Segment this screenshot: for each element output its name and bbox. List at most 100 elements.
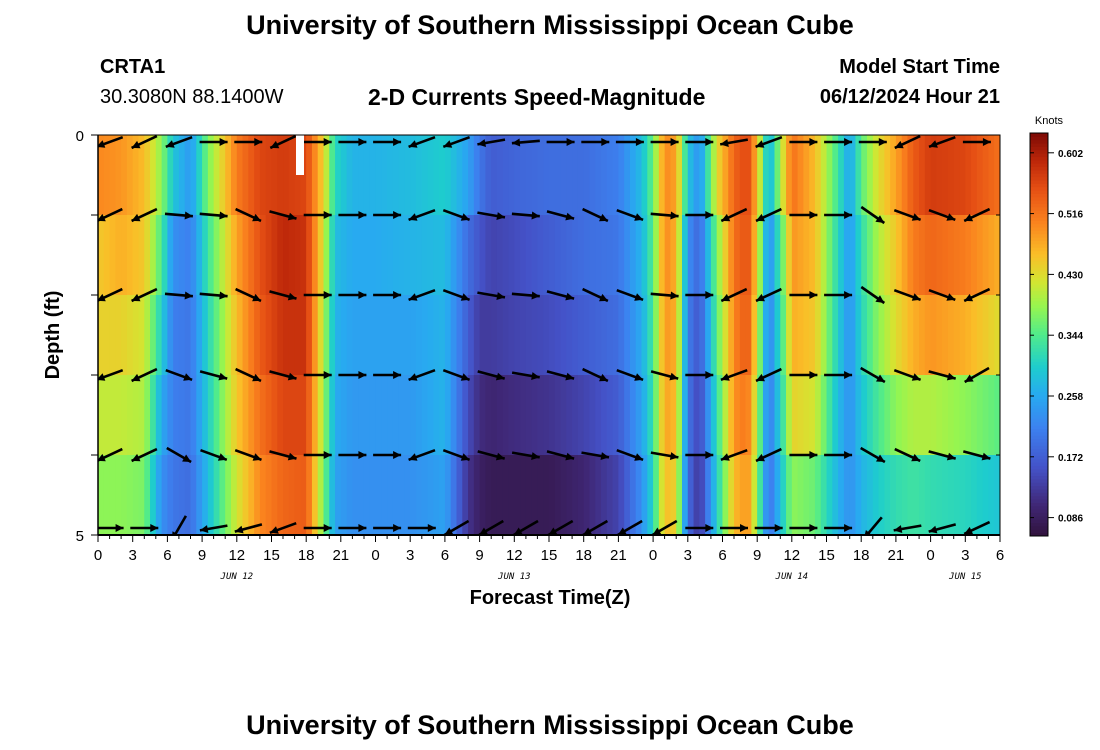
x-tick-label: 15 (541, 547, 558, 564)
heatmap-cell (751, 295, 758, 376)
heatmap-cell (965, 375, 972, 456)
heatmap-cell (485, 295, 492, 376)
heatmap-cell (976, 135, 984, 216)
current-arrow (789, 138, 818, 146)
heatmap-cell (375, 135, 382, 216)
heatmap-cell (450, 215, 458, 296)
heatmap-cell (919, 375, 926, 456)
heatmap-cell (976, 375, 984, 456)
heatmap-cell (681, 215, 689, 296)
heatmap-cell (427, 375, 434, 456)
current-arrow (651, 519, 678, 535)
current-arrow (199, 291, 228, 300)
heatmap-cell (173, 295, 180, 376)
heatmap-cell (514, 215, 521, 296)
heatmap-cell (392, 295, 400, 376)
current-arrow (511, 138, 540, 147)
heatmap-cell (606, 375, 614, 456)
heatmap-cell (942, 135, 949, 216)
heatmap-cell (496, 135, 504, 216)
heatmap-cell (838, 135, 845, 216)
heatmap-cell (595, 455, 602, 535)
heatmap-cell (699, 135, 706, 216)
heatmap-cell (589, 295, 596, 376)
heatmap-cell (971, 375, 978, 456)
model-start-value: 06/12/2024 Hour 21 (819, 86, 1000, 108)
heatmap-cell (572, 295, 579, 376)
heatmap-cell (994, 295, 1000, 376)
heatmap-cell (895, 295, 903, 376)
x-tick-label: 21 (610, 547, 627, 564)
heatmap-cell (861, 455, 868, 535)
heatmap-cell (809, 135, 816, 216)
heatmap-cell (664, 215, 672, 296)
heatmap-cell (254, 295, 261, 376)
station-name: CRTA1 (100, 56, 166, 78)
heatmap-cell (178, 215, 186, 296)
x-tick-label: 3 (684, 547, 692, 564)
heatmap-cell (230, 375, 238, 456)
heatmap-cell (138, 295, 145, 376)
current-arrow (824, 291, 853, 299)
heatmap-cell (387, 215, 394, 296)
heatmap-cell (803, 295, 810, 376)
current-arrow (685, 138, 714, 146)
heatmap-cell (907, 135, 914, 216)
heatmap-cell (219, 215, 226, 296)
y-tick-label: 5 (76, 528, 84, 545)
current-arrow (98, 135, 124, 148)
current-arrow (720, 287, 748, 303)
current-arrow (789, 291, 818, 299)
heatmap-cell (745, 135, 752, 216)
heatmap-cell (820, 455, 828, 535)
heatmap-cell (734, 135, 741, 216)
heatmap-cell (248, 375, 255, 456)
heatmap-cell (265, 455, 273, 535)
heatmap-cell (363, 135, 371, 216)
heatmap-cell (479, 455, 486, 535)
heatmap-cell (121, 135, 128, 216)
current-arrow (338, 371, 367, 379)
heatmap-cell (716, 295, 724, 376)
heatmap-cell (745, 375, 752, 456)
heatmap-cell (976, 295, 984, 376)
heatmap-cell (444, 215, 452, 296)
current-arrow (373, 211, 402, 219)
heatmap-cell (167, 135, 174, 216)
heatmap-cell (265, 135, 273, 216)
current-arrow (789, 371, 818, 379)
x-tick-label: 9 (753, 547, 761, 564)
x-tick-label: 0 (649, 547, 657, 564)
heatmap-cell (716, 215, 724, 296)
heatmap-cell (479, 135, 486, 216)
current-arrow (442, 368, 471, 382)
heatmap-cell (797, 295, 805, 376)
heatmap-cell (531, 455, 539, 535)
heatmap-cell (687, 455, 695, 535)
heatmap-cell (363, 295, 371, 376)
heatmap-cell (421, 455, 429, 535)
heatmap-cell (473, 455, 481, 535)
heatmap-cell (190, 455, 197, 535)
heatmap-cell (421, 295, 429, 376)
current-arrows (98, 135, 991, 535)
current-arrow (963, 287, 991, 303)
heatmap-cell (838, 295, 845, 376)
heatmap-cell (491, 455, 498, 535)
heatmap-cell (994, 215, 1000, 296)
heatmap-cell (537, 295, 544, 376)
heatmap-cell (514, 135, 521, 216)
heatmap-cell (820, 295, 828, 376)
heatmap-cell (577, 215, 585, 296)
heatmap-cell (254, 375, 261, 456)
heatmap-cell (306, 295, 313, 376)
heatmap-cell (317, 135, 325, 216)
heatmap-cell (734, 375, 741, 456)
heatmap-cell (867, 375, 874, 456)
current-arrow (373, 451, 402, 459)
heatmap-cell (329, 375, 336, 456)
heatmap-cell (577, 375, 585, 456)
heatmap-cell (103, 135, 111, 216)
heatmap-cell (768, 135, 776, 216)
x-tick-label: 12 (228, 547, 245, 564)
